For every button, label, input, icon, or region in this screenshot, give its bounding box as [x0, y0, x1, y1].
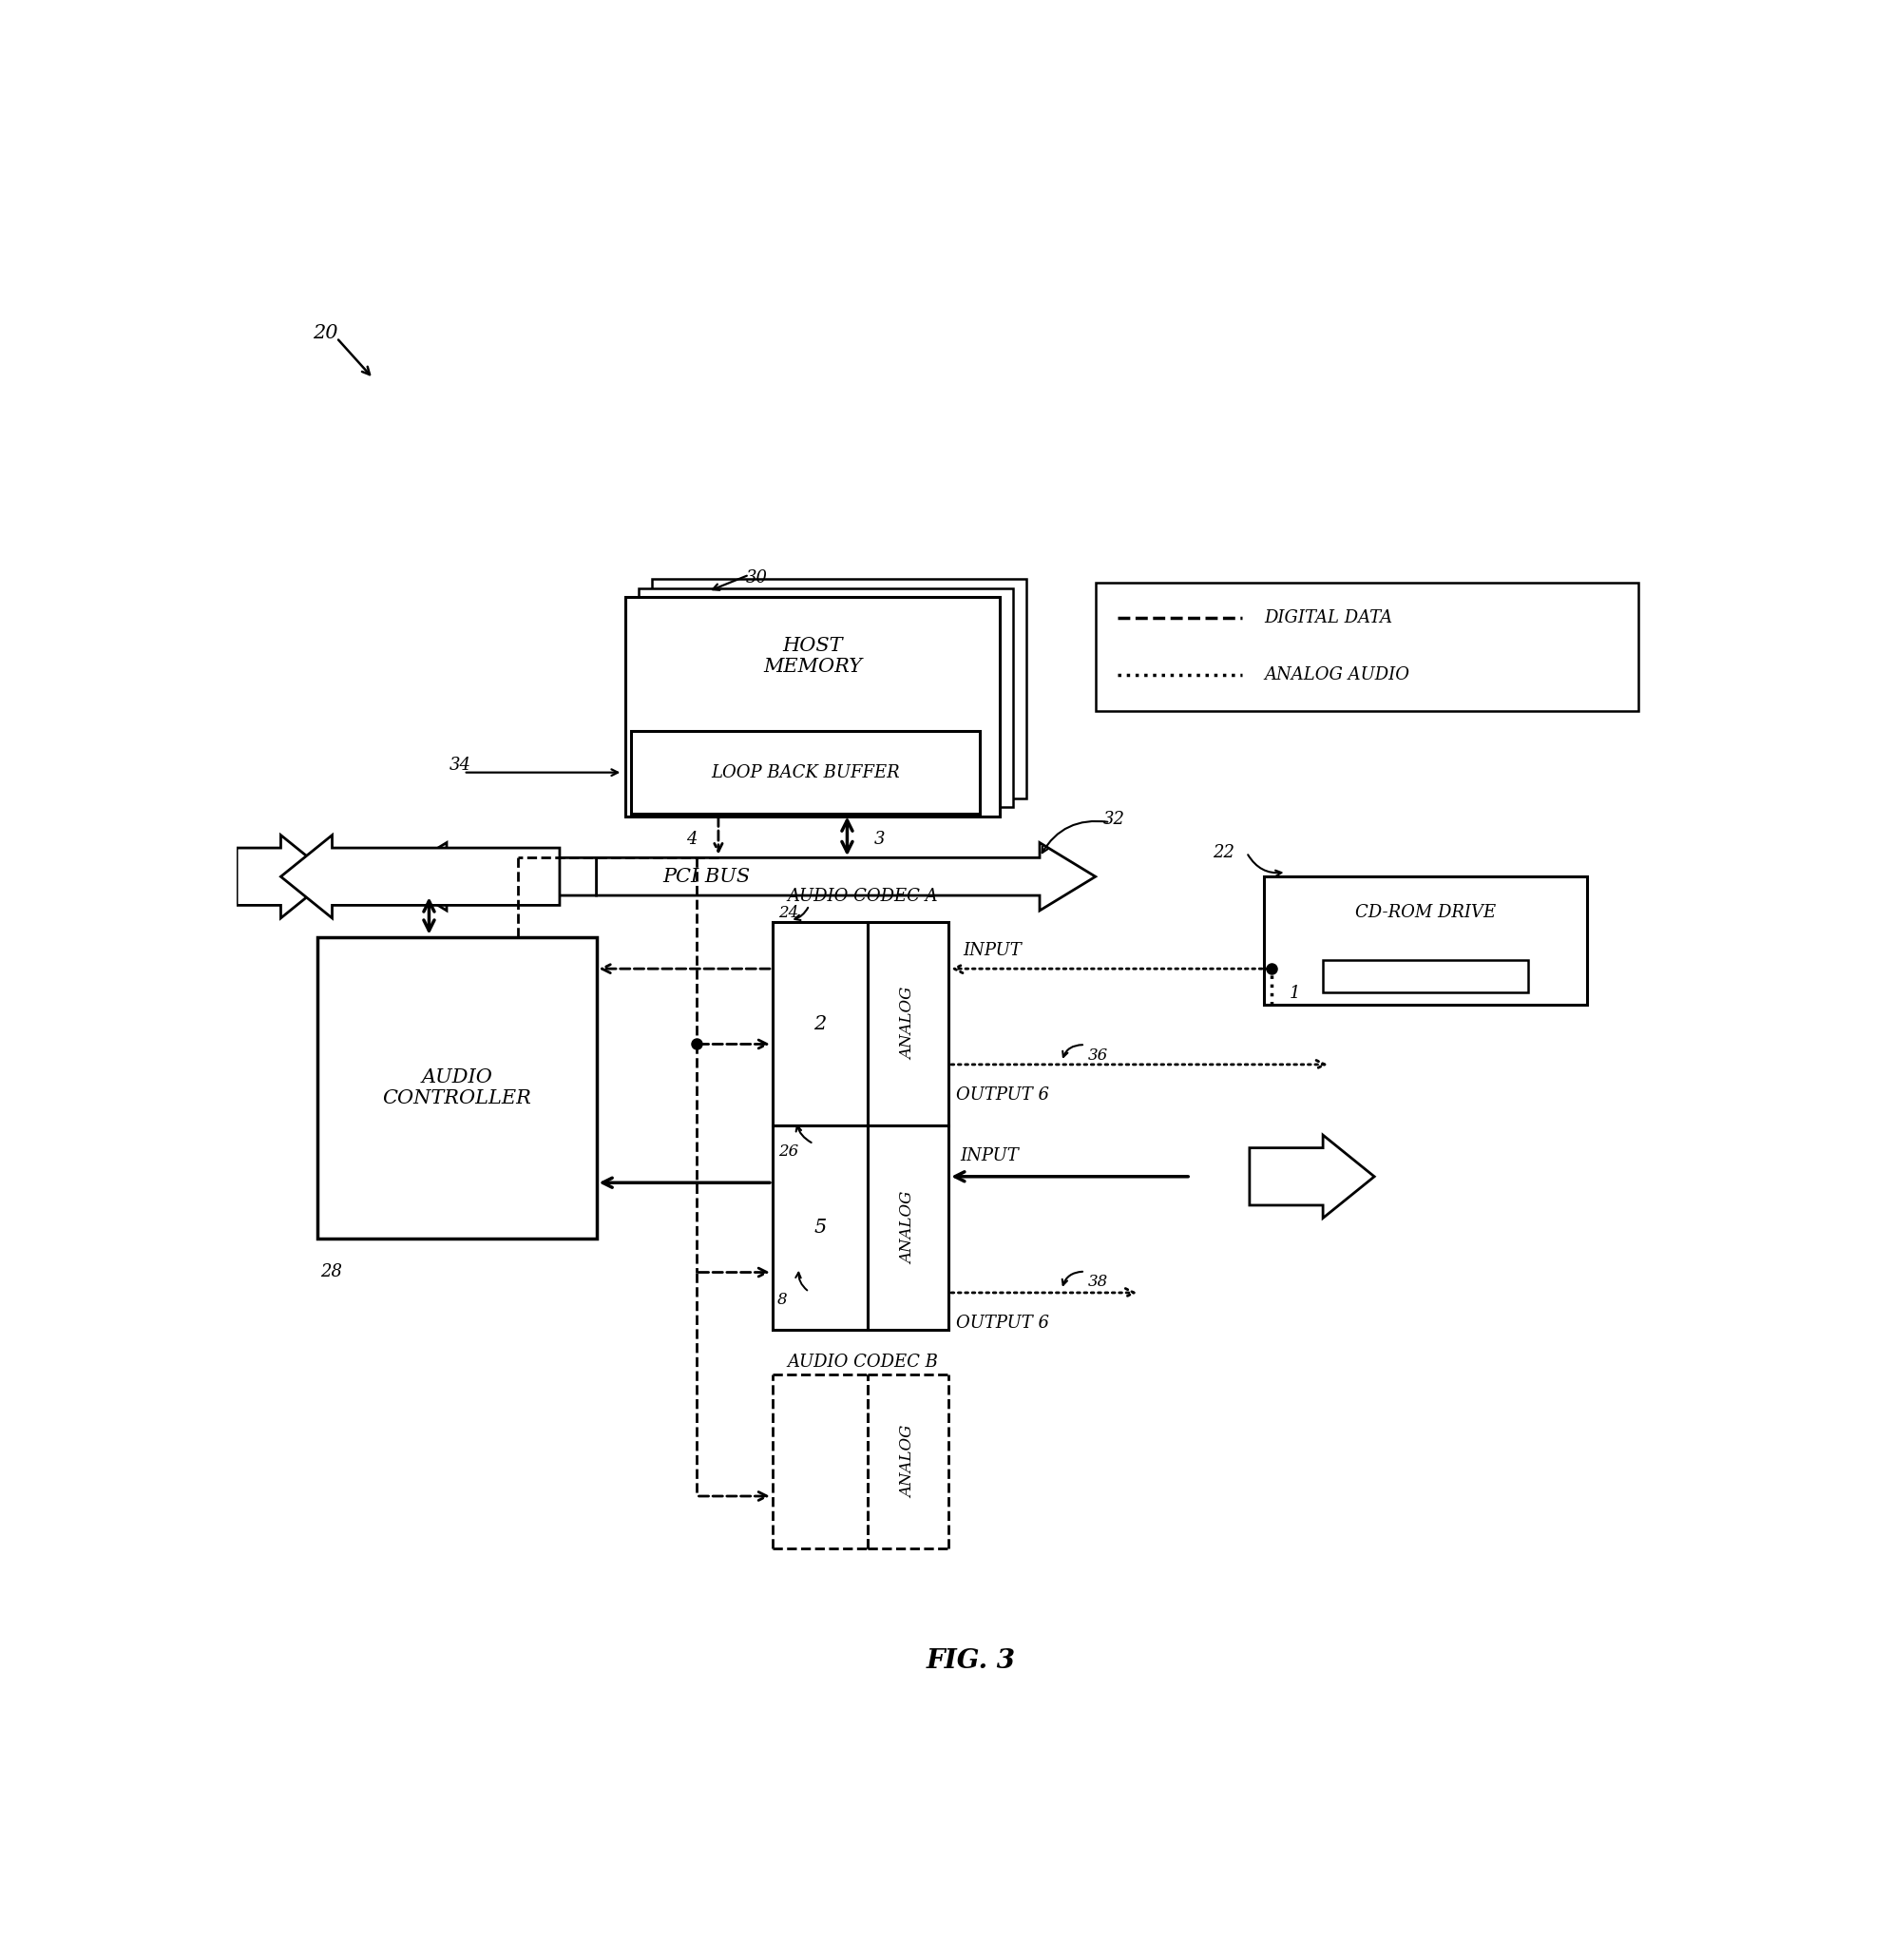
- Text: 36: 36: [1087, 1047, 1108, 1064]
- Text: 20: 20: [313, 323, 339, 343]
- Text: INPUT: INPUT: [960, 1147, 1019, 1164]
- Bar: [652, 580, 1027, 798]
- FancyArrow shape: [237, 835, 331, 917]
- Text: 34: 34: [449, 757, 472, 774]
- Text: OUTPUT 6: OUTPUT 6: [956, 1086, 1049, 1103]
- Bar: [1095, 582, 1638, 711]
- Text: 24: 24: [778, 906, 799, 921]
- Text: AUDIO CODEC B: AUDIO CODEC B: [788, 1354, 938, 1372]
- Bar: [773, 921, 867, 1125]
- FancyArrow shape: [280, 835, 561, 917]
- FancyArrow shape: [597, 843, 1095, 911]
- Text: 2: 2: [814, 1015, 826, 1033]
- Bar: [867, 921, 949, 1125]
- Bar: [638, 588, 1013, 808]
- Text: LOOP BACK BUFFER: LOOP BACK BUFFER: [710, 764, 900, 780]
- Bar: [1263, 876, 1587, 1005]
- Text: HOST
MEMORY: HOST MEMORY: [763, 637, 862, 676]
- Text: FIG. 3: FIG. 3: [926, 1648, 1015, 1674]
- Text: AUDIO
CONTROLLER: AUDIO CONTROLLER: [383, 1068, 532, 1107]
- Text: 8: 8: [777, 1292, 788, 1307]
- Text: DIGITAL DATA: DIGITAL DATA: [1263, 610, 1392, 627]
- Text: AUDIO CODEC A: AUDIO CODEC A: [788, 888, 938, 906]
- Text: ANALOG: ANALOG: [900, 1192, 917, 1264]
- Bar: [631, 731, 979, 813]
- FancyArrow shape: [390, 843, 597, 911]
- Text: CD-ROM DRIVE: CD-ROM DRIVE: [1356, 904, 1496, 921]
- Text: PCI BUS: PCI BUS: [663, 868, 750, 886]
- Text: 3: 3: [873, 831, 884, 849]
- Bar: [625, 598, 1000, 815]
- Text: ANALOG AUDIO: ANALOG AUDIO: [1263, 666, 1409, 684]
- Bar: [318, 937, 597, 1239]
- Text: 4: 4: [686, 831, 697, 849]
- Text: INPUT: INPUT: [964, 943, 1023, 958]
- Bar: [773, 1125, 867, 1329]
- Text: 32: 32: [1102, 811, 1125, 827]
- Text: 5: 5: [814, 1219, 826, 1237]
- Text: 30: 30: [746, 568, 767, 586]
- Text: ANALOG: ANALOG: [900, 988, 917, 1060]
- Text: 1: 1: [1290, 984, 1299, 1002]
- Text: OUTPUT 6: OUTPUT 6: [956, 1315, 1049, 1331]
- Bar: [867, 1125, 949, 1329]
- Text: ANALOG: ANALOG: [900, 1425, 917, 1497]
- Text: 26: 26: [778, 1143, 799, 1160]
- Bar: [1322, 960, 1528, 994]
- Text: 38: 38: [1087, 1274, 1108, 1290]
- Text: 22: 22: [1212, 845, 1235, 860]
- Text: 28: 28: [320, 1264, 343, 1280]
- FancyArrow shape: [1250, 1135, 1375, 1217]
